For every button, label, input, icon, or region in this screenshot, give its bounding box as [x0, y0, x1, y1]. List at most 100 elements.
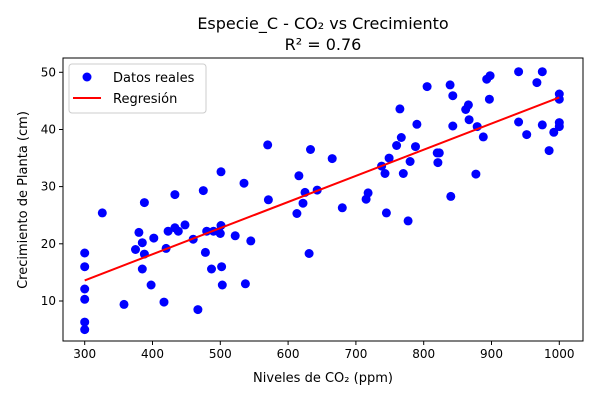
- data-point: [363, 188, 373, 198]
- data-point: [398, 169, 408, 178]
- data-point: [448, 91, 458, 101]
- data-point: [80, 248, 90, 258]
- data-point: [230, 231, 240, 241]
- data-point: [240, 279, 250, 289]
- x-tick-label: 1000: [544, 347, 575, 361]
- data-point: [434, 148, 444, 158]
- data-point: [193, 305, 203, 315]
- data-point: [215, 229, 225, 238]
- x-tick-label: 300: [73, 347, 96, 361]
- data-point: [263, 195, 273, 205]
- data-point: [537, 120, 547, 130]
- data-point: [395, 104, 405, 114]
- data-point: [412, 119, 422, 129]
- data-point: [464, 115, 474, 125]
- data-point: [80, 284, 90, 294]
- data-point: [478, 132, 488, 142]
- y-tick-label: 40: [41, 123, 56, 137]
- data-point: [216, 167, 226, 177]
- x-axis-ticks: 300 400 500 600 700 800 900 1000: [73, 341, 575, 361]
- data-point: [170, 190, 180, 200]
- y-tick-label: 30: [41, 180, 56, 194]
- data-point: [514, 117, 524, 127]
- x-tick-label: 900: [480, 347, 503, 361]
- x-tick-label: 500: [209, 347, 232, 361]
- legend-box: [68, 63, 207, 114]
- data-point: [137, 238, 147, 248]
- plot-frame: [62, 57, 584, 342]
- data-point: [134, 227, 144, 237]
- legend: Datos reales Regresión: [68, 63, 207, 114]
- data-point: [403, 216, 413, 226]
- data-point: [97, 208, 107, 218]
- data-point: [485, 71, 495, 81]
- y-tick-label: 10: [41, 294, 56, 308]
- plot-area: [80, 67, 564, 335]
- data-point: [554, 94, 564, 104]
- data-point: [137, 264, 147, 274]
- regression-line: [84, 96, 560, 282]
- data-point: [217, 280, 227, 290]
- data-point: [484, 94, 494, 104]
- x-tick-label: 700: [344, 347, 367, 361]
- data-point: [139, 198, 149, 208]
- x-axis-label: Niveles de CO₂ (ppm): [253, 371, 393, 386]
- data-point: [392, 141, 402, 150]
- data-point: [445, 80, 455, 90]
- data-point: [448, 121, 458, 131]
- data-point: [217, 262, 227, 272]
- data-point: [180, 220, 190, 230]
- data-point: [200, 247, 210, 257]
- x-tick-label: 400: [141, 347, 164, 361]
- data-point: [532, 78, 542, 88]
- data-point: [549, 127, 559, 137]
- data-point: [298, 198, 308, 208]
- data-point: [337, 203, 347, 213]
- data-point: [327, 154, 337, 164]
- data-point: [522, 130, 532, 140]
- data-point: [544, 146, 554, 156]
- y-tick-label: 50: [41, 65, 56, 79]
- data-point: [306, 145, 315, 154]
- data-point: [131, 245, 140, 254]
- data-point: [239, 178, 249, 188]
- legend-label-regresion: Regresión: [113, 92, 177, 107]
- data-point: [80, 294, 90, 304]
- data-point: [304, 249, 314, 258]
- data-point: [422, 82, 432, 92]
- data-point: [405, 157, 415, 166]
- data-point: [396, 133, 406, 142]
- data-point: [384, 153, 394, 163]
- data-point: [294, 171, 304, 181]
- data-point: [198, 186, 208, 196]
- y-tick-label: 20: [41, 237, 56, 251]
- data-point: [263, 140, 273, 150]
- data-point: [446, 191, 456, 201]
- data-point: [514, 67, 524, 77]
- data-point: [471, 169, 481, 179]
- data-point: [80, 317, 90, 327]
- data-point: [554, 122, 564, 132]
- x-tick-label: 800: [412, 347, 435, 361]
- y-axis-label: Crecimiento de Planta (cm): [16, 111, 31, 289]
- data-point: [80, 262, 90, 272]
- data-point: [381, 208, 391, 218]
- data-point: [463, 100, 473, 110]
- data-point: [80, 325, 90, 335]
- data-point: [411, 142, 420, 152]
- data-point: [246, 236, 256, 246]
- x-tick-label: 600: [277, 347, 300, 361]
- chart-subtitle-r2: R² = 0.76: [285, 35, 362, 54]
- data-point: [207, 264, 216, 274]
- data-point: [173, 226, 183, 236]
- data-point: [119, 299, 129, 309]
- legend-marker-scatter: [82, 72, 92, 82]
- data-point: [159, 297, 169, 307]
- data-point: [433, 158, 443, 168]
- chart-title: Especie_C - CO₂ vs Crecimiento: [197, 14, 448, 34]
- data-point: [146, 280, 156, 290]
- data-point: [380, 169, 390, 178]
- data-point: [149, 233, 159, 243]
- y-axis-ticks: 10 20 30 40 50: [41, 65, 63, 308]
